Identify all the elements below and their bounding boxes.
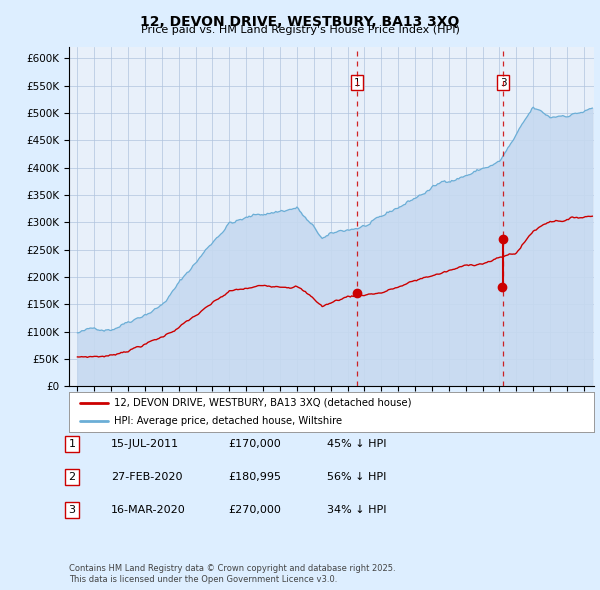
Text: 1: 1 (68, 439, 76, 448)
Text: 27-FEB-2020: 27-FEB-2020 (111, 472, 182, 481)
Text: Contains HM Land Registry data © Crown copyright and database right 2025.: Contains HM Land Registry data © Crown c… (69, 565, 395, 573)
Text: £270,000: £270,000 (228, 505, 281, 514)
Text: 3: 3 (68, 505, 76, 514)
Text: 12, DEVON DRIVE, WESTBURY, BA13 3XQ (detached house): 12, DEVON DRIVE, WESTBURY, BA13 3XQ (det… (113, 398, 411, 408)
Text: HPI: Average price, detached house, Wiltshire: HPI: Average price, detached house, Wilt… (113, 416, 342, 426)
Text: This data is licensed under the Open Government Licence v3.0.: This data is licensed under the Open Gov… (69, 575, 337, 584)
Text: 12, DEVON DRIVE, WESTBURY, BA13 3XQ: 12, DEVON DRIVE, WESTBURY, BA13 3XQ (140, 15, 460, 29)
Text: Price paid vs. HM Land Registry's House Price Index (HPI): Price paid vs. HM Land Registry's House … (140, 25, 460, 35)
Text: 2: 2 (68, 472, 76, 481)
Text: 15-JUL-2011: 15-JUL-2011 (111, 439, 179, 448)
Text: 3: 3 (500, 78, 506, 88)
Text: 45% ↓ HPI: 45% ↓ HPI (327, 439, 386, 448)
Text: 56% ↓ HPI: 56% ↓ HPI (327, 472, 386, 481)
Text: 34% ↓ HPI: 34% ↓ HPI (327, 505, 386, 514)
Text: 1: 1 (353, 78, 360, 88)
Text: £180,995: £180,995 (228, 472, 281, 481)
Text: £170,000: £170,000 (228, 439, 281, 448)
Text: 16-MAR-2020: 16-MAR-2020 (111, 505, 186, 514)
